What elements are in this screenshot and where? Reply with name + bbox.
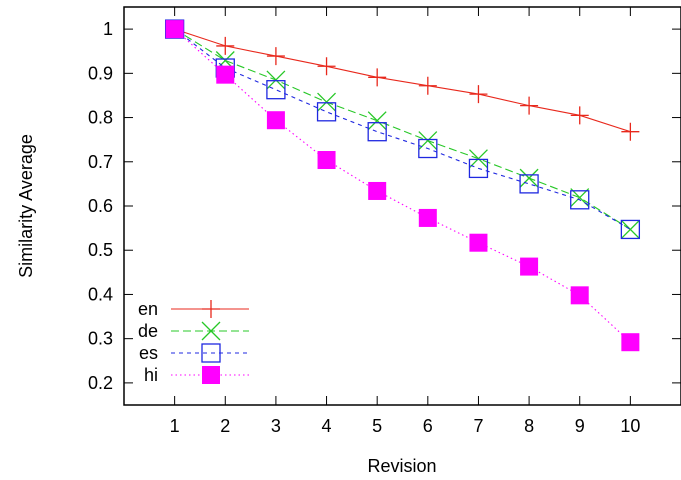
data-point (266, 111, 285, 130)
data-point (368, 181, 387, 200)
y-tick-label: 0.6 (88, 196, 113, 216)
x-tick-label: 3 (271, 416, 281, 436)
x-tick-label: 9 (575, 416, 585, 436)
y-axis-label: Similarity Average (16, 134, 36, 278)
legend-label: de (138, 321, 158, 341)
x-axis-label: Revision (367, 456, 436, 476)
series-line (174, 28, 631, 230)
series-line (174, 28, 631, 230)
series-layer (164, 19, 641, 352)
y-tick-label: 0.5 (88, 240, 113, 260)
data-point (266, 70, 286, 90)
data-point (418, 208, 437, 227)
series-line (174, 28, 631, 133)
data-point (216, 65, 235, 84)
data-point (519, 174, 539, 194)
series-line (174, 28, 631, 343)
data-point (570, 190, 590, 210)
legend-item: de (138, 321, 249, 341)
y-tick-label: 0.3 (88, 329, 113, 349)
data-point (165, 20, 184, 39)
data-point (266, 80, 286, 100)
data-point (317, 92, 337, 112)
legend-marker (201, 321, 221, 341)
legend-marker (202, 366, 220, 384)
x-tick-label: 7 (473, 416, 483, 436)
data-point (469, 85, 488, 104)
data-point (570, 106, 589, 125)
x-tick-label: 2 (220, 416, 230, 436)
data-point (620, 219, 641, 240)
legend-marker (202, 300, 220, 318)
data-point (621, 122, 640, 141)
y-tick-label: 0.2 (88, 373, 113, 393)
data-point (368, 68, 387, 87)
data-point (620, 219, 640, 239)
data-point (570, 286, 589, 305)
series-en (165, 20, 640, 141)
x-tick-label: 8 (524, 416, 534, 436)
data-point (520, 96, 539, 115)
plot-frame (123, 6, 681, 406)
data-point (216, 36, 235, 55)
data-point (621, 333, 640, 352)
data-point (468, 149, 488, 169)
data-point (317, 151, 336, 170)
y-tick-label: 0.7 (88, 152, 113, 172)
x-tick-label: 6 (423, 416, 433, 436)
data-point (468, 158, 489, 179)
x-tick-label: 10 (620, 416, 640, 436)
series-hi (165, 20, 640, 352)
y-tick-label: 0.8 (88, 108, 113, 128)
data-point (520, 257, 539, 276)
data-point (317, 57, 336, 76)
x-tick-label: 1 (170, 416, 180, 436)
legend-label: hi (144, 365, 158, 385)
legend-label: en (138, 299, 158, 319)
axes: 0.2 0.3 0.4 0.5 0.6 0.7 0.8 0.9 1 1 2 3 4 5 6 7 8 9 10 (88, 7, 681, 436)
data-point (418, 76, 437, 95)
data-point (418, 138, 438, 159)
data-point (367, 111, 387, 131)
data-point (519, 168, 539, 188)
legend-item: en (138, 299, 249, 319)
x-tick-label: 4 (322, 416, 332, 436)
series-es (164, 19, 641, 240)
series-de (165, 19, 640, 239)
legend-item: hi (144, 365, 249, 385)
data-point (469, 233, 488, 252)
legend-marker (201, 343, 221, 363)
data-point (316, 102, 337, 122)
legend-item: es (139, 343, 249, 363)
data-point (367, 122, 387, 142)
y-tick-label: 0.9 (88, 63, 113, 83)
x-tick-label: 5 (372, 416, 382, 436)
y-tick-label: 1 (103, 19, 113, 39)
legend-label: es (139, 343, 158, 363)
data-point (266, 47, 285, 66)
y-tick-label: 0.4 (88, 284, 113, 304)
